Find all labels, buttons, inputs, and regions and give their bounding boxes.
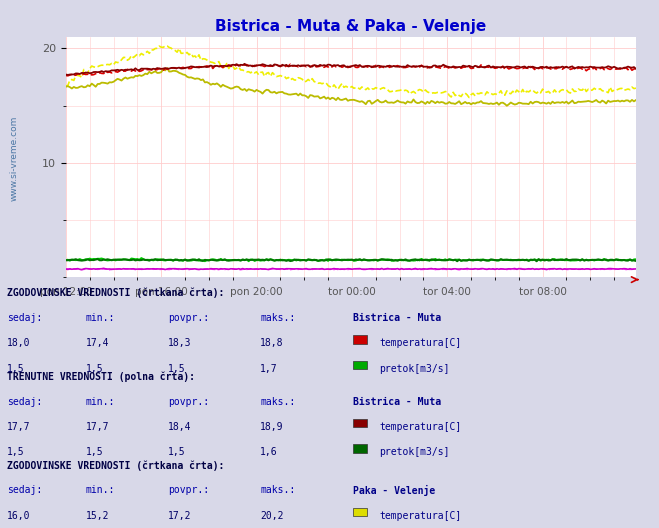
Text: 1,5: 1,5 (7, 364, 24, 374)
Text: temperatura[C]: temperatura[C] (379, 422, 461, 432)
Text: 1,5: 1,5 (7, 447, 24, 457)
Text: TRENUTNE VREDNOSTI (polna črta):: TRENUTNE VREDNOSTI (polna črta): (7, 371, 194, 382)
Text: 18,0: 18,0 (7, 338, 30, 348)
Text: 1,5: 1,5 (168, 364, 186, 374)
Text: Paka - Velenje: Paka - Velenje (353, 485, 435, 496)
Text: min.:: min.: (86, 485, 115, 495)
Text: Bistrica - Muta: Bistrica - Muta (353, 397, 441, 407)
Text: 20,2: 20,2 (260, 511, 284, 521)
Text: 1,5: 1,5 (86, 364, 103, 374)
Text: maks.:: maks.: (260, 397, 295, 407)
Text: temperatura[C]: temperatura[C] (379, 338, 461, 348)
Text: temperatura[C]: temperatura[C] (379, 511, 461, 521)
Title: Bistrica - Muta & Paka - Velenje: Bistrica - Muta & Paka - Velenje (215, 20, 486, 34)
Text: 1,5: 1,5 (168, 447, 186, 457)
Text: 17,7: 17,7 (86, 422, 109, 432)
Text: maks.:: maks.: (260, 313, 295, 323)
Text: min.:: min.: (86, 397, 115, 407)
Text: 1,5: 1,5 (86, 447, 103, 457)
Text: 18,8: 18,8 (260, 338, 284, 348)
Text: pretok[m3/s]: pretok[m3/s] (379, 447, 449, 457)
Text: 15,2: 15,2 (86, 511, 109, 521)
Text: 16,0: 16,0 (7, 511, 30, 521)
Text: 1,7: 1,7 (260, 364, 278, 374)
Text: www.si-vreme.com: www.si-vreme.com (10, 116, 19, 201)
Text: sedaj:: sedaj: (7, 485, 42, 495)
Text: maks.:: maks.: (260, 485, 295, 495)
Text: ZGODOVINSKE VREDNOSTI (črtkana črta):: ZGODOVINSKE VREDNOSTI (črtkana črta): (7, 460, 224, 470)
Text: pretok[m3/s]: pretok[m3/s] (379, 364, 449, 374)
Text: 17,2: 17,2 (168, 511, 192, 521)
Text: 17,7: 17,7 (7, 422, 30, 432)
Text: Bistrica - Muta: Bistrica - Muta (353, 313, 441, 323)
Text: 18,3: 18,3 (168, 338, 192, 348)
Text: ZGODOVINSKE VREDNOSTI (črtkana črta):: ZGODOVINSKE VREDNOSTI (črtkana črta): (7, 288, 224, 298)
Text: min.:: min.: (86, 313, 115, 323)
Text: povpr.:: povpr.: (168, 485, 209, 495)
Text: 1,6: 1,6 (260, 447, 278, 457)
Text: sedaj:: sedaj: (7, 397, 42, 407)
Text: 18,4: 18,4 (168, 422, 192, 432)
Text: 18,9: 18,9 (260, 422, 284, 432)
Text: 17,4: 17,4 (86, 338, 109, 348)
Text: povpr.:: povpr.: (168, 313, 209, 323)
Text: povpr.:: povpr.: (168, 397, 209, 407)
Text: sedaj:: sedaj: (7, 313, 42, 323)
